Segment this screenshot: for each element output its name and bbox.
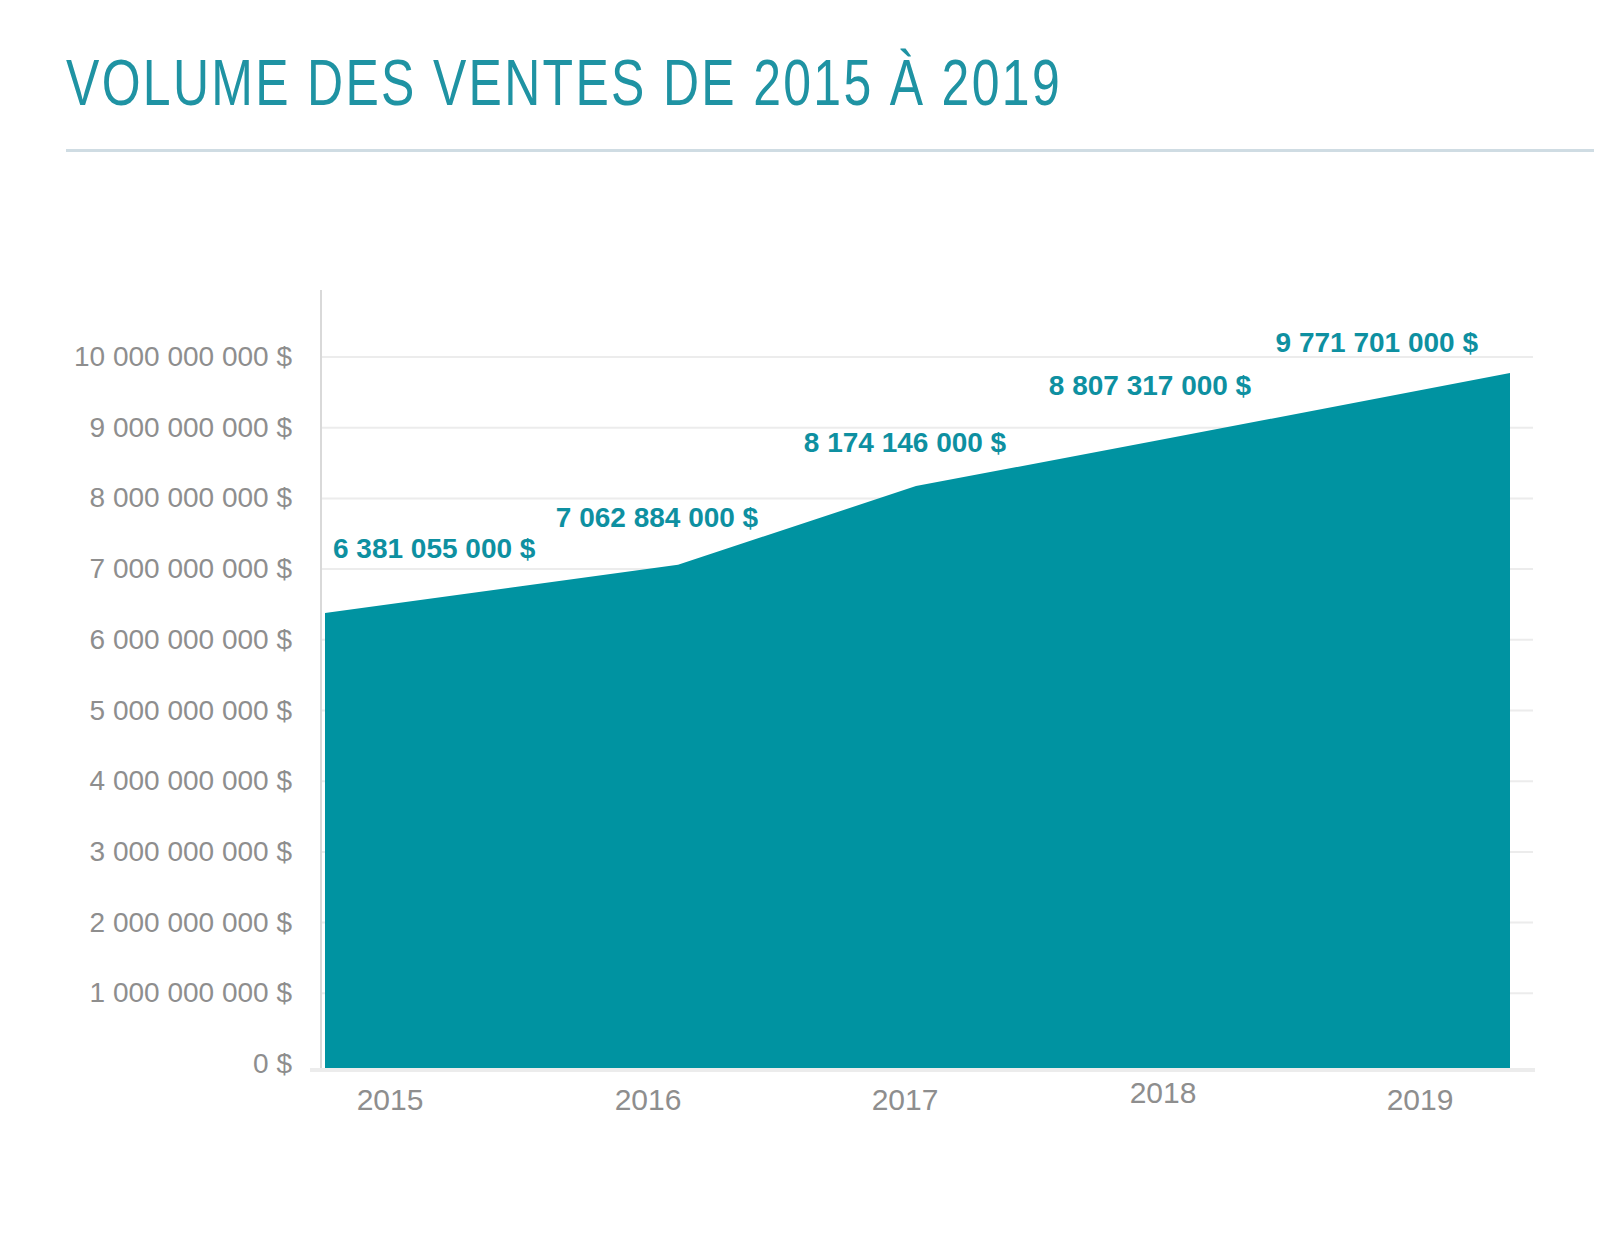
x-axis-line <box>310 1068 1535 1072</box>
value-label: 8 807 317 000 $ <box>1049 370 1252 401</box>
value-label: 9 771 701 000 $ <box>1276 327 1479 358</box>
value-label: 8 174 146 000 $ <box>804 427 1007 458</box>
y-axis-tick-label: 8 000 000 000 $ <box>90 482 293 513</box>
sales-volume-area-chart: 0 $ 1 000 000 000 $ 2 000 000 000 $ 3 000 0… <box>0 0 1600 1250</box>
y-axis-tick-label: 1 000 000 000 $ <box>90 977 293 1008</box>
y-axis-tick-label: 6 000 000 000 $ <box>90 624 293 655</box>
x-axis-year-label: 2015 <box>357 1083 424 1116</box>
y-axis-tick-label: 10 000 000 000 $ <box>74 341 292 372</box>
y-axis-tick-label: 7 000 000 000 $ <box>90 553 293 584</box>
area-shape <box>325 373 1510 1068</box>
y-axis-tick-label: 0 $ <box>253 1048 292 1079</box>
value-label: 6 381 055 000 $ <box>333 533 536 564</box>
y-axis-tick-label: 5 000 000 000 $ <box>90 695 293 726</box>
y-axis-tick-label: 3 000 000 000 $ <box>90 836 293 867</box>
x-axis-year-label: 2018 <box>1130 1076 1197 1109</box>
x-axis-year-label: 2016 <box>615 1083 682 1116</box>
plot-area: 0 $ 1 000 000 000 $ 2 000 000 000 $ 3 000 0… <box>74 290 1535 1116</box>
y-axis-tick-label: 4 000 000 000 $ <box>90 765 293 796</box>
y-axis-tick-label: 9 000 000 000 $ <box>90 412 293 443</box>
x-axis-year-label: 2019 <box>1387 1083 1454 1116</box>
value-label: 7 062 884 000 $ <box>556 502 759 533</box>
y-axis-tick-label: 2 000 000 000 $ <box>90 907 293 938</box>
x-axis-year-label: 2017 <box>872 1083 939 1116</box>
